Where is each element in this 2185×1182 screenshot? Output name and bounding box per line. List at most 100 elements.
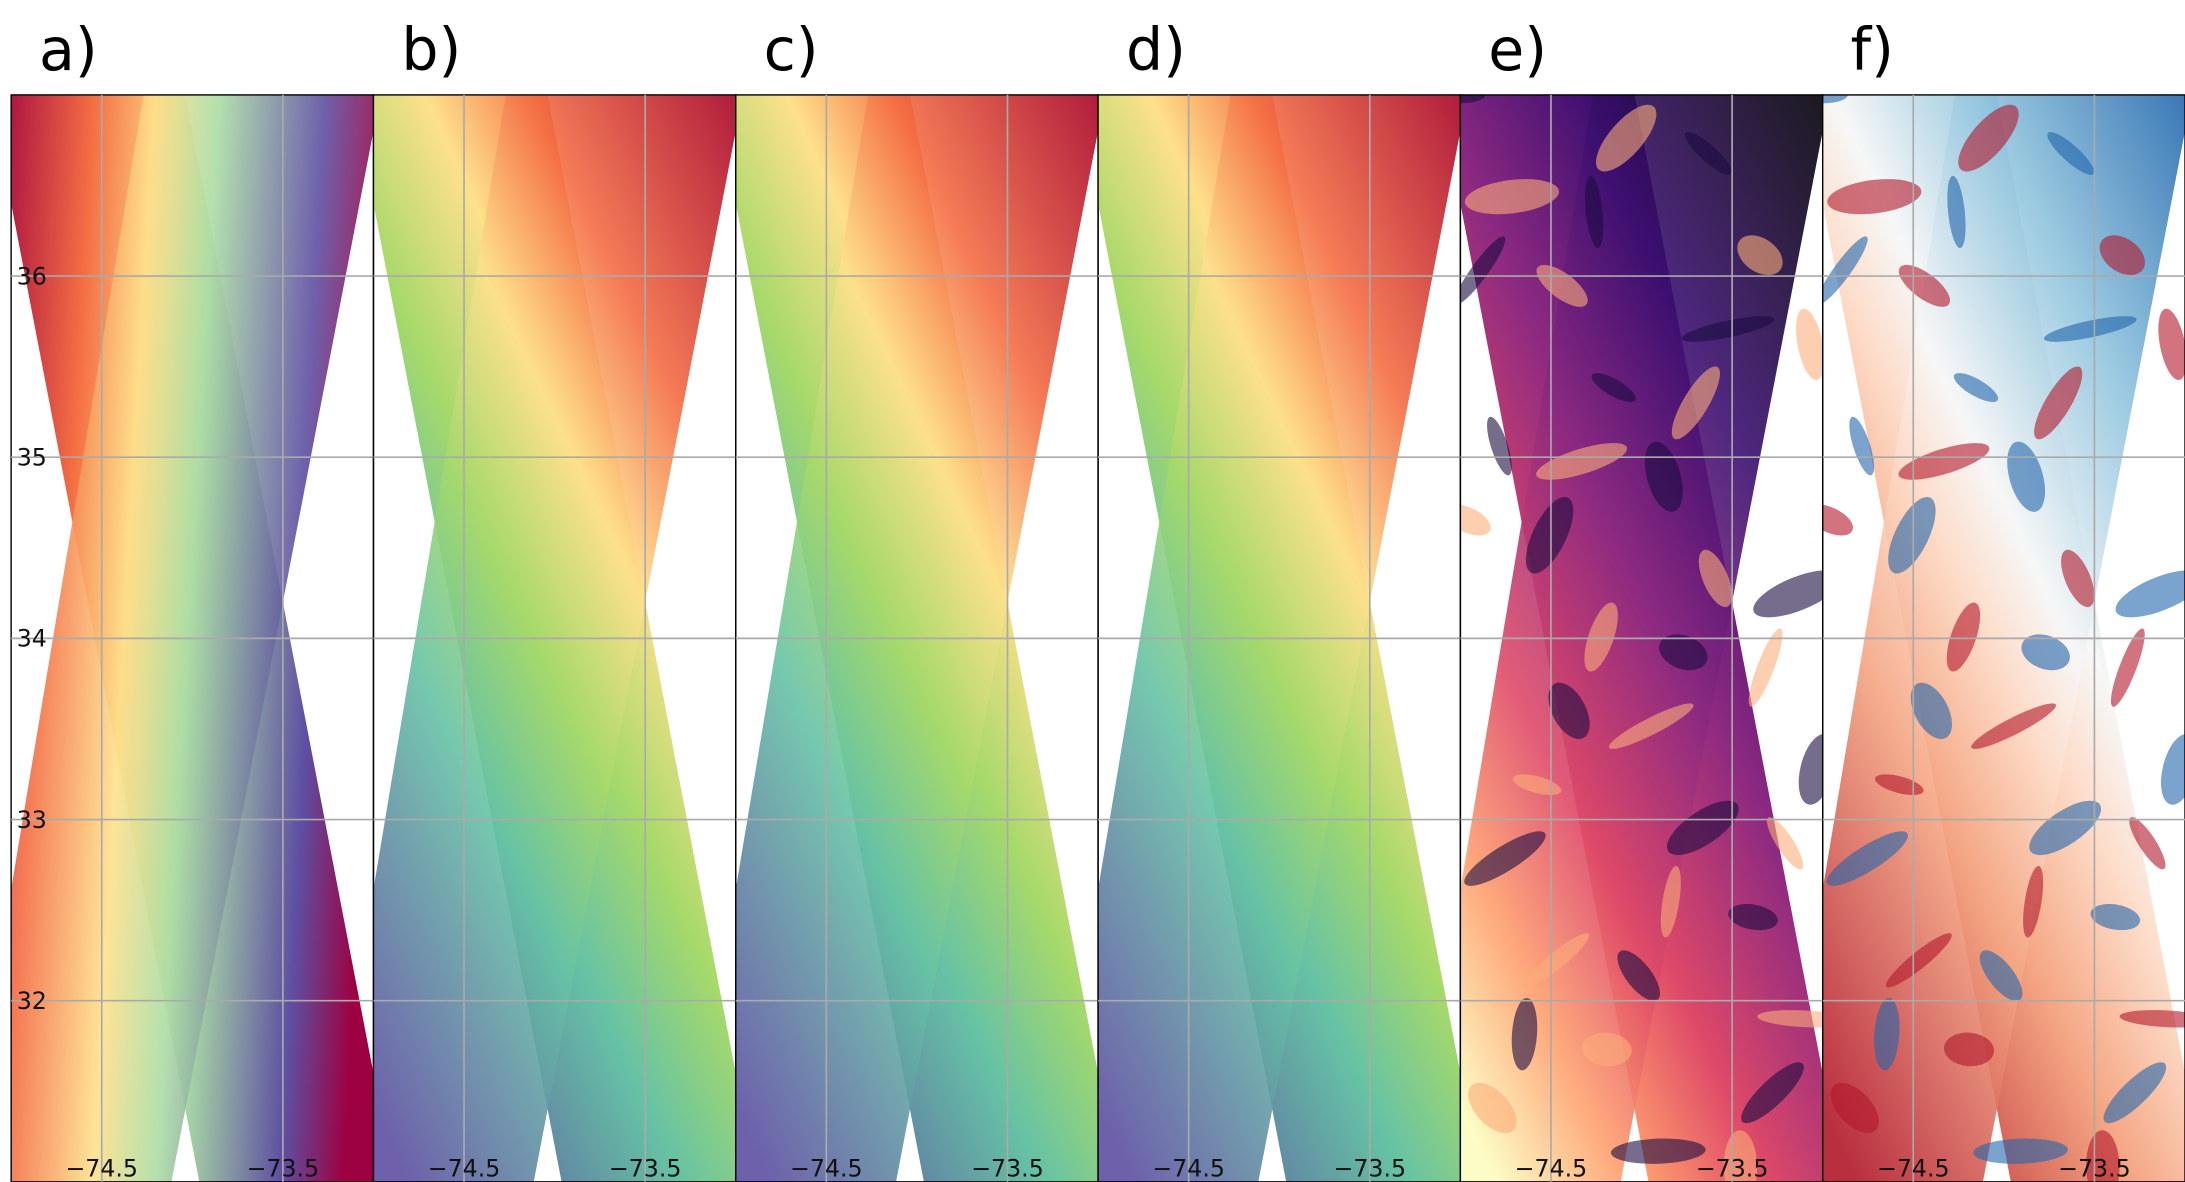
texture — [1757, 1010, 1823, 1028]
texture — [1822, 504, 1854, 536]
x-tick-label: −73.5 — [1696, 1154, 1769, 1182]
texture — [1617, 950, 1661, 1001]
x-tick-label: −74.5 — [428, 1154, 501, 1182]
texture — [1898, 443, 1990, 480]
texture — [1979, 950, 2023, 1001]
panel-label: a) — [39, 16, 98, 84]
texture — [1822, 236, 1868, 305]
texture — [2115, 570, 2185, 618]
texture — [2103, 1062, 2167, 1124]
texture — [2110, 628, 2145, 707]
x-tick-label: −74.5 — [65, 1154, 138, 1182]
texture — [1796, 308, 1823, 380]
texture — [1875, 774, 1924, 796]
texture — [1464, 831, 1546, 886]
panel-label: f) — [1851, 16, 1894, 84]
x-tick-label: −74.5 — [790, 1154, 863, 1182]
texture — [2160, 733, 2185, 805]
texture — [2099, 235, 2145, 276]
texture — [1849, 416, 1875, 476]
texture — [2021, 634, 2070, 671]
panel: −74.5 −73.5 — [372, 94, 737, 1182]
x-tick-label: −73.5 — [247, 1154, 320, 1182]
texture — [1666, 800, 1739, 856]
x-tick-label: −73.5 — [609, 1154, 682, 1182]
texture — [1766, 817, 1804, 870]
texture — [1874, 997, 1900, 1071]
texture — [1943, 1032, 1995, 1067]
texture — [1581, 1032, 1632, 1067]
texture — [2023, 865, 2044, 938]
panel: −74.5 −73.5 — [735, 94, 1099, 1182]
texture — [2119, 1010, 2185, 1028]
texture — [1671, 366, 1720, 440]
texture — [1536, 443, 1628, 480]
swaths — [1822, 94, 2185, 1182]
texture — [1591, 373, 1636, 403]
texture — [1460, 94, 1486, 104]
texture — [1798, 733, 1823, 805]
texture — [1468, 1082, 1517, 1134]
texture — [1830, 1082, 1879, 1134]
x-tick-label: −74.5 — [1877, 1154, 1950, 1182]
texture — [1548, 682, 1590, 740]
x-tick-label: −73.5 — [2058, 1154, 2131, 1182]
texture — [2007, 441, 2046, 512]
texture — [1584, 602, 1618, 672]
texture — [1753, 570, 1823, 618]
texture — [2043, 316, 2137, 342]
panel: −74.5 −73.5 — [1097, 94, 1462, 1182]
y-tick-label: 35 — [17, 444, 47, 472]
texture — [1684, 132, 1732, 175]
panel-label: e) — [1488, 16, 1547, 84]
y-tick-label: 32 — [17, 987, 47, 1015]
texture — [1953, 373, 1999, 403]
texture — [1826, 831, 1909, 886]
texture — [1728, 903, 1778, 931]
texture — [2034, 366, 2083, 440]
texture — [1608, 703, 1694, 749]
texture — [1748, 628, 1783, 707]
panel: 32 33 34 35 36 −74.5 −73.5 — [10, 94, 375, 1182]
panel-label: c) — [764, 16, 819, 84]
texture — [1525, 496, 1574, 574]
texture — [1460, 236, 1506, 305]
texture — [1523, 933, 1590, 988]
texture — [1659, 634, 1708, 671]
texture — [1973, 1138, 2068, 1164]
texture — [1511, 997, 1538, 1071]
texture — [1822, 94, 1848, 104]
texture — [2061, 549, 2095, 608]
texture — [1888, 496, 1936, 574]
texture — [1660, 865, 1681, 938]
texture — [1512, 774, 1562, 796]
texture — [2029, 800, 2102, 856]
texture — [1487, 416, 1512, 476]
texture — [1460, 504, 1491, 536]
texture — [1910, 682, 1953, 740]
texture — [1644, 441, 1683, 512]
panel: −74.5 −73.5 — [1459, 94, 1824, 1182]
texture — [1610, 1138, 1706, 1164]
panel-label: b) — [401, 16, 461, 84]
texture — [1971, 703, 2056, 749]
texture — [1947, 175, 1966, 249]
texture — [2047, 132, 2095, 175]
x-tick-label: −74.5 — [1152, 1154, 1225, 1182]
texture — [1596, 104, 1657, 172]
texture — [2129, 817, 2166, 870]
panel-label: d) — [1126, 16, 1186, 84]
y-tick-label: 34 — [17, 625, 47, 653]
y-tick-label: 36 — [17, 262, 47, 290]
texture — [1698, 549, 1733, 608]
texture — [2090, 903, 2141, 931]
texture — [1827, 179, 1922, 215]
texture — [1946, 602, 1981, 672]
swaths — [1460, 94, 1823, 1182]
y-tick-label: 33 — [17, 806, 47, 834]
texture — [1681, 316, 1775, 342]
x-tick-label: −74.5 — [1515, 1154, 1588, 1182]
x-tick-label: −73.5 — [971, 1154, 1044, 1182]
texture — [1958, 104, 2019, 172]
